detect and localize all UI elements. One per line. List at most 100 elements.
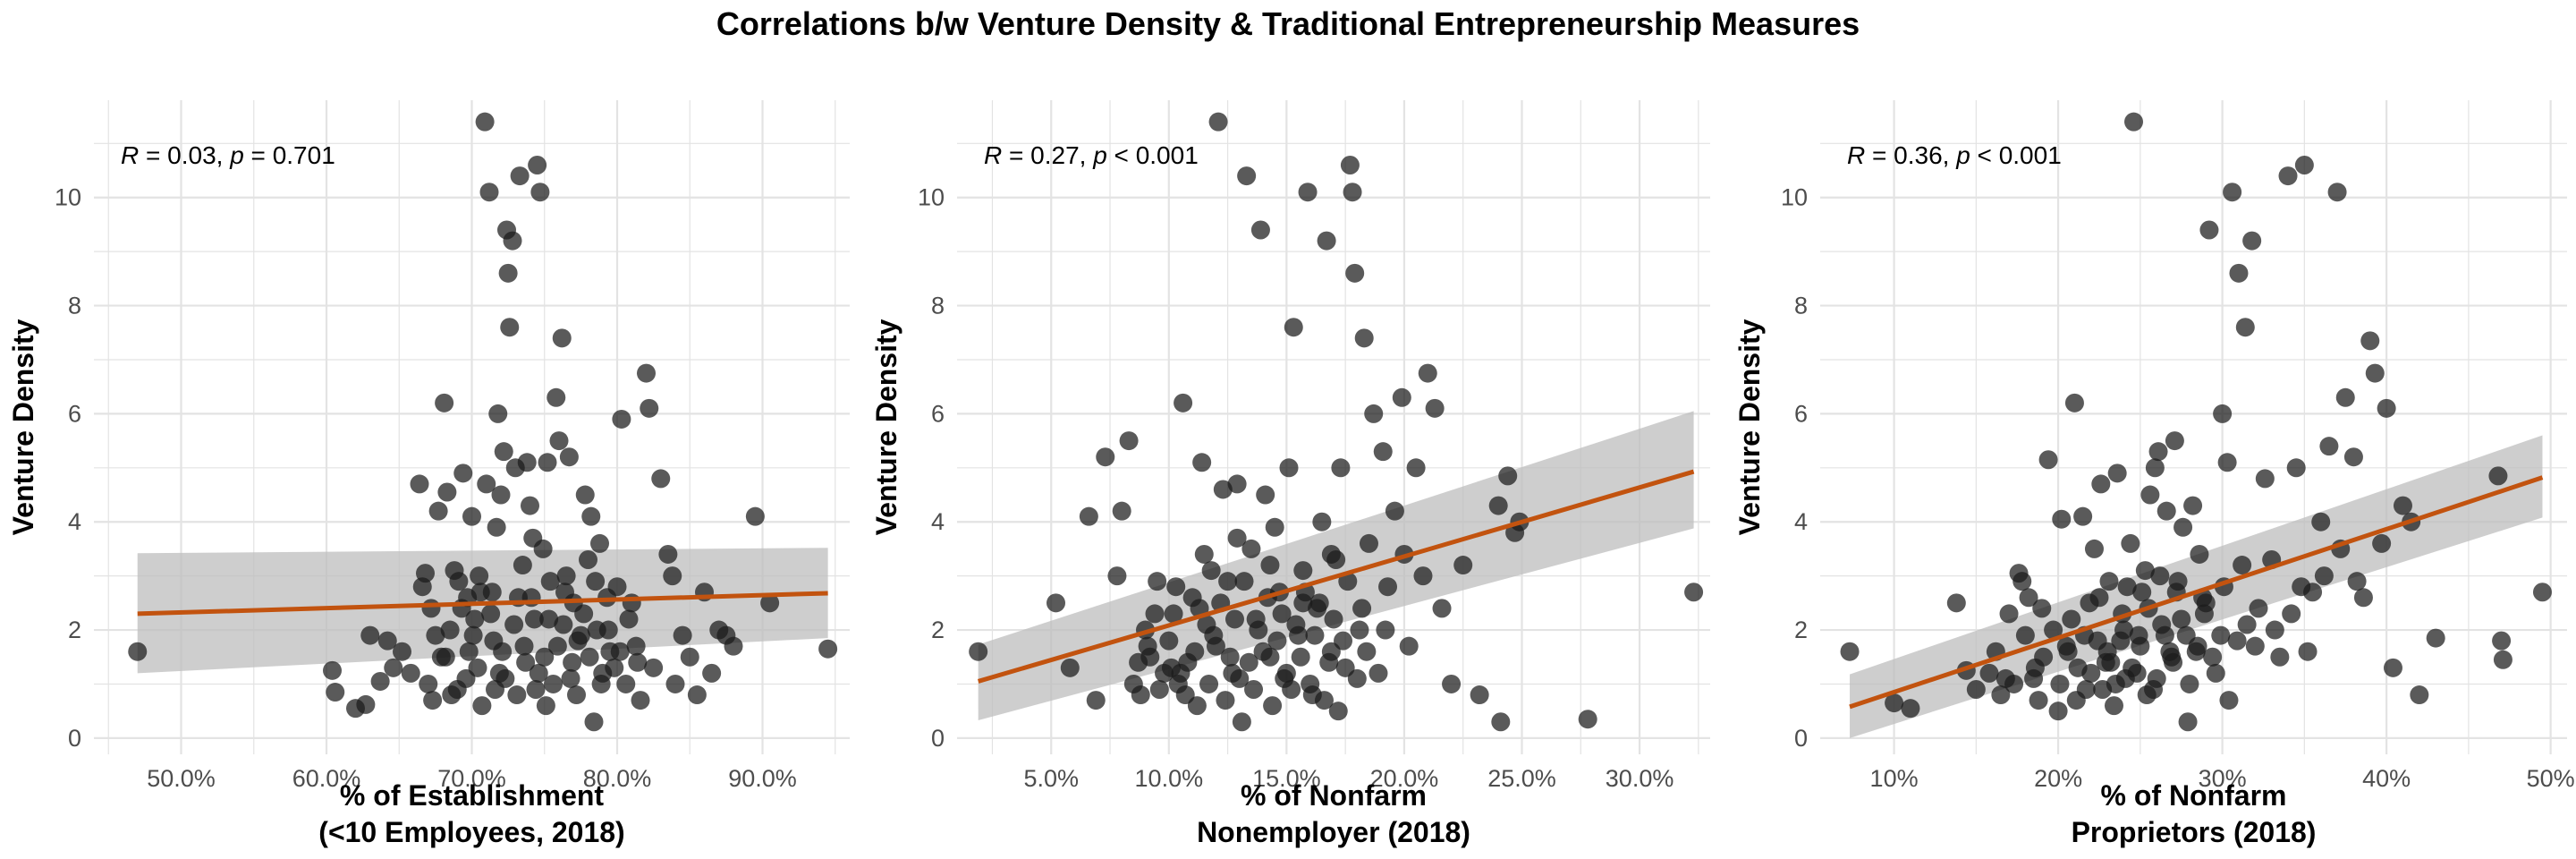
data-point: [2124, 112, 2144, 132]
data-point: [574, 604, 594, 624]
data-point: [1979, 663, 1999, 683]
data-point: [2488, 466, 2508, 486]
data-point: [521, 496, 539, 515]
figure-title: Correlations b/w Venture Density & Tradi…: [716, 5, 1860, 42]
data-point: [513, 556, 532, 575]
x-tick-label: 70.0%: [437, 765, 506, 792]
annotation-part: = 0.36,: [1865, 141, 1956, 169]
data-point: [1406, 458, 1426, 478]
data-point: [1145, 604, 1165, 624]
data-point: [496, 668, 515, 688]
y-tick-label: 8: [68, 293, 81, 319]
data-point: [579, 550, 597, 570]
data-point: [2278, 166, 2298, 186]
data-point: [530, 183, 550, 202]
data-point: [2101, 652, 2121, 672]
data-point: [2066, 691, 2086, 710]
x-tick-label: 50.0%: [147, 765, 216, 792]
annotation-part: = 0.27,: [1002, 141, 1093, 169]
data-point: [1279, 458, 1299, 478]
data-point: [2160, 642, 2180, 661]
data-point: [1324, 609, 1343, 629]
correlation-annotation: R = 0.27, p < 0.001: [984, 141, 1199, 169]
data-point: [1079, 506, 1098, 526]
data-point: [2176, 625, 2196, 645]
y-tick-label: 10: [918, 184, 945, 211]
data-point: [2025, 658, 2045, 677]
data-point: [2227, 631, 2247, 651]
data-point: [539, 609, 559, 629]
data-point: [1253, 642, 1273, 661]
data-point: [2104, 696, 2123, 716]
data-point: [1112, 501, 1131, 521]
data-point: [2237, 615, 2257, 634]
data-point: [1321, 544, 1341, 564]
data-point: [1368, 663, 1388, 683]
x-tick-label: 60.0%: [292, 765, 361, 792]
data-point: [2029, 691, 2048, 710]
data-point: [651, 469, 671, 489]
data-point: [2255, 469, 2275, 489]
data-point: [504, 615, 524, 634]
data-point: [536, 696, 555, 716]
data-point: [555, 583, 574, 602]
data-point: [1312, 512, 1332, 532]
regression-line: [977, 469, 1695, 684]
data-point: [472, 696, 492, 716]
data-point: [1343, 183, 1362, 202]
data-point: [1359, 533, 1378, 553]
data-point: [619, 609, 639, 629]
y-tick-label: 2: [1794, 617, 1808, 643]
x-tick-label: 20%: [2034, 765, 2082, 792]
data-point: [2233, 556, 2252, 575]
data-point: [356, 694, 376, 714]
annotation-part: < 0.001: [1970, 141, 2062, 169]
data-point: [2148, 442, 2168, 462]
data-point: [622, 593, 641, 613]
data-point: [1256, 485, 1275, 505]
data-point: [2360, 331, 2380, 351]
data-point: [2144, 680, 2164, 700]
data-point: [2383, 658, 2402, 677]
data-point: [1470, 685, 1489, 705]
data-point: [561, 668, 580, 688]
data-point: [724, 636, 743, 656]
x-tick-label: 10%: [1870, 765, 1919, 792]
data-point: [524, 609, 544, 629]
data-point: [419, 674, 438, 693]
data-point: [2140, 485, 2160, 505]
data-point: [2111, 631, 2131, 651]
data-point: [1249, 620, 1268, 640]
data-point: [2048, 702, 2068, 721]
data-point: [2372, 533, 2392, 553]
data-point: [421, 599, 441, 618]
data-point: [326, 683, 345, 702]
data-point: [2292, 577, 2311, 597]
data-point: [360, 625, 380, 645]
data-point: [1149, 680, 1169, 700]
data-point: [1230, 668, 1250, 688]
data-point: [2180, 674, 2199, 693]
data-point: [1996, 668, 2015, 688]
data-point: [1131, 685, 1150, 705]
data-point: [1194, 544, 1214, 564]
data-point: [1218, 572, 1238, 591]
data-point: [610, 642, 630, 661]
confidence-ribbon: [1850, 435, 2543, 738]
data-point: [1357, 642, 1377, 661]
data-point: [554, 615, 573, 634]
y-axis-label: Venture Density: [7, 319, 39, 535]
data-point: [2019, 588, 2038, 608]
x-tick-label: 20.0%: [1370, 765, 1439, 792]
data-point: [2282, 604, 2301, 624]
x-axis-label-line2: (<10 Employees, 2018): [318, 816, 624, 848]
data-point: [1239, 652, 1258, 672]
data-point: [2174, 517, 2193, 537]
data-point: [1305, 625, 1325, 645]
data-point: [1347, 668, 1367, 688]
data-point: [1234, 572, 1254, 591]
y-axis-label: Venture Density: [1733, 319, 1766, 535]
data-point: [462, 506, 481, 526]
y-tick-label: 4: [931, 508, 945, 535]
y-tick-label: 2: [931, 617, 945, 643]
